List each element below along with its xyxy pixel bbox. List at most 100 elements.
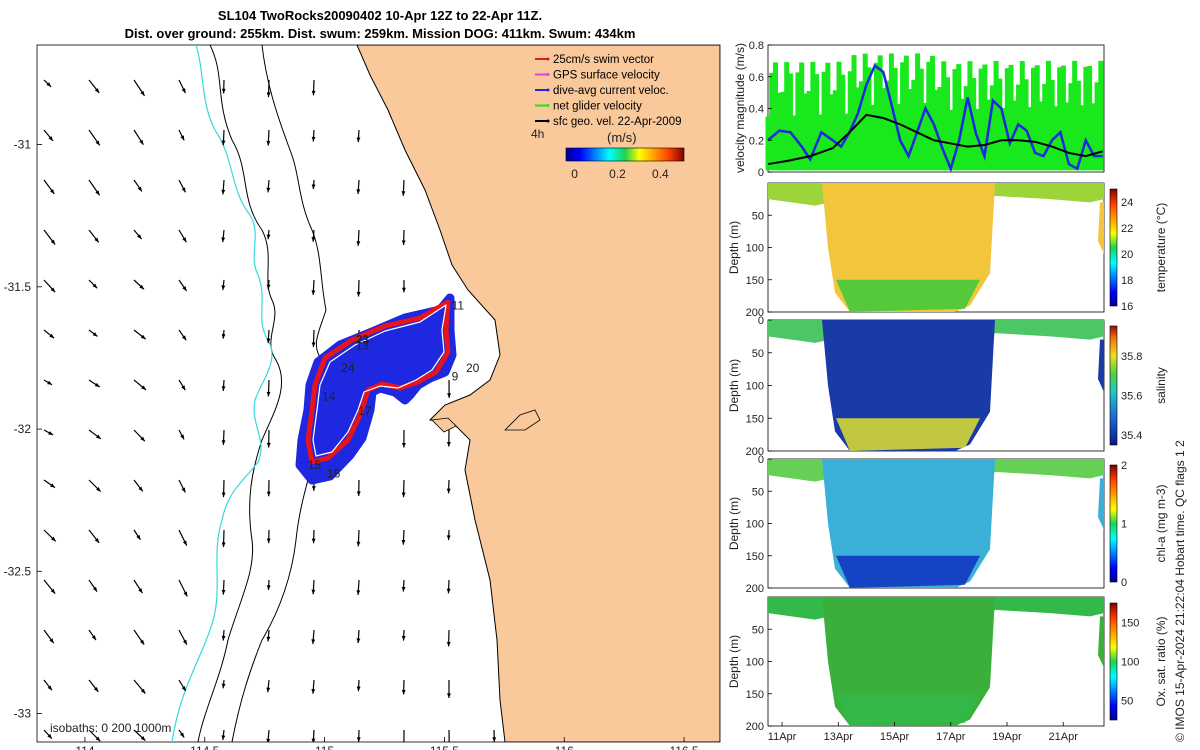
profile-colorbar-label: salinity (1154, 367, 1168, 404)
waypoint-label: 9 (452, 370, 459, 384)
velocity-arrowhead (356, 291, 361, 297)
velocity-arrowhead (92, 332, 98, 337)
velocity-arrowhead (139, 639, 145, 645)
title-line-1: SL104 TwoRocks20090402 10-Apr 12Z to 22-… (217, 8, 543, 23)
map-ytick-label: -31.5 (4, 280, 32, 294)
profile-ytick-label: 200 (746, 721, 764, 733)
profile-colorbar-tick: 100 (1121, 657, 1139, 669)
profile-ytick-label: 200 (746, 583, 764, 595)
velocity-arrowhead (140, 334, 146, 340)
velocity-arrowhead (181, 335, 187, 341)
velocity-arrowhead (266, 585, 271, 590)
profile-colorbar (1109, 188, 1118, 307)
velocity-arrowhead (401, 689, 406, 695)
velocity-arrowhead (181, 88, 186, 94)
velocity-arrowhead (182, 237, 187, 243)
velocity-arrowhead (221, 140, 226, 146)
profile-ytick-label: 50 (752, 348, 764, 360)
map-ytick-label: -32.5 (4, 564, 32, 578)
profile-edge (1098, 202, 1104, 254)
profile-ytick-label: 50 (752, 210, 764, 222)
velocity-arrowhead (138, 486, 143, 492)
velocity-arrowhead (94, 382, 100, 388)
map-axes: 114 114.5 115 115.5 116 116.5 -31 -31.5 -32 -32.5… (4, 138, 699, 750)
velocity-arrowhead (492, 737, 497, 742)
velocity-ytick-label: 0 (758, 167, 764, 179)
profile-ytick-label: 50 (752, 624, 764, 636)
profile-ytick-label: 150 (746, 689, 764, 701)
velocity-arrowhead (181, 686, 186, 692)
velocity-arrowhead (221, 237, 226, 243)
velocity-arrowhead (179, 732, 185, 738)
velocity-arrowhead (446, 441, 451, 447)
waypoint-label: 11 (452, 299, 465, 313)
velocity-arrowhead (311, 639, 316, 645)
velocity-arrowhead (356, 491, 361, 496)
velocity-ytick-label: 0.6 (749, 72, 764, 84)
velocity-arrowhead (140, 688, 146, 694)
velocity-arrowhead (356, 590, 361, 595)
velocity-arrowhead (48, 136, 53, 141)
velocity-arrowhead (221, 285, 226, 291)
glider-track (295, 293, 457, 485)
profile-ytick-label: 0 (758, 315, 764, 327)
profile-ytick-label: 150 (746, 275, 764, 287)
profile-xtick-label: 11Apr (768, 731, 797, 743)
velocity-arrowhead (266, 491, 271, 497)
profile-colorbar-label: chl-a (mg m-3) (1154, 484, 1168, 562)
velocity-arrowhead (311, 486, 316, 491)
map-colorbar-tick: 0 (571, 167, 578, 181)
legend-swatch-head (546, 88, 550, 92)
velocity-arrowhead (137, 186, 142, 192)
velocity-arrowhead (311, 688, 316, 694)
velocity-arrowhead (221, 589, 226, 595)
map-colorbar-label: (m/s) (607, 130, 637, 145)
velocity-arrowhead (50, 287, 56, 293)
velocity-arrowhead (49, 333, 55, 339)
velocity-arrowhead (138, 588, 143, 594)
map-legend: 25cm/s swim vector GPS surface velocity di… (535, 54, 682, 128)
profile-ylabel: Depth (m) (727, 497, 741, 550)
velocity-arrowhead (446, 641, 451, 647)
profile-colorbar-tick: 22 (1121, 223, 1133, 235)
profile-edge (1098, 339, 1104, 393)
velocity-arrowhead (140, 436, 145, 442)
velocity-arrowhead (356, 189, 361, 194)
velocity-arrowhead (92, 586, 98, 592)
profile-bottom-layer (836, 555, 980, 588)
profile-edge (1098, 616, 1104, 668)
profile-colorbar-tick: 2 (1121, 460, 1127, 472)
profile-bottom-layer (836, 693, 980, 726)
isobath-note: isobaths: 0 200 1000m (50, 721, 171, 735)
surface-velocity-line (767, 113, 1103, 166)
map-ytick-label: -33 (14, 707, 32, 721)
velocity-arrowhead (266, 442, 271, 448)
velocity-arrowhead (356, 638, 361, 644)
profile-xtick-label: 15Apr (880, 731, 910, 743)
profile-colorbar-tick: 50 (1121, 696, 1133, 708)
velocity-arrowhead (48, 431, 54, 435)
map-colorbar-ticks: 0 0.2 0.4 (571, 167, 669, 181)
velocity-arrowhead (50, 239, 56, 245)
velocity-arrowhead (91, 635, 96, 641)
velocity-arrowhead (50, 588, 56, 594)
land (356, 45, 720, 742)
velocity-arrowhead (94, 237, 99, 243)
map-xtick-label: 114.5 (190, 744, 219, 750)
velocity-arrowhead (95, 190, 100, 196)
profile-ytick-label: 100 (746, 243, 764, 255)
velocity-arrowhead (181, 487, 186, 493)
velocity-arrowhead (221, 735, 226, 741)
velocity-arrowhead (96, 486, 101, 492)
waypoint-label: 20 (466, 361, 480, 375)
velocity-arrowhead (311, 738, 316, 742)
velocity-arrowhead (447, 393, 452, 398)
velocity-arrowhead (402, 743, 406, 748)
waypoint-label: 14 (322, 390, 336, 404)
velocity-arrowhead (139, 284, 144, 290)
profile-ylabel: Depth (m) (727, 221, 741, 274)
